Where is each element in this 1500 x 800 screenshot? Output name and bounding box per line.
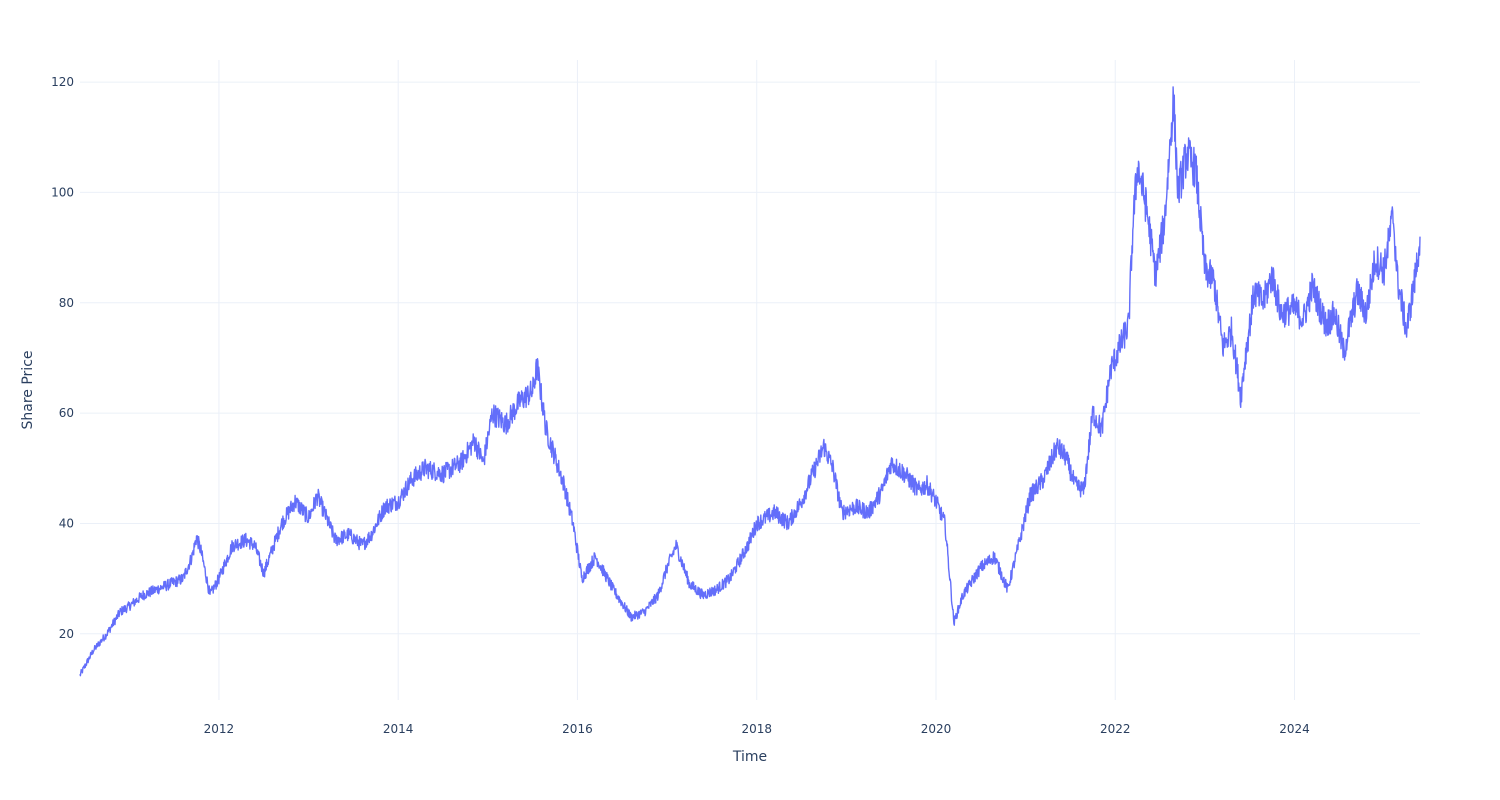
series-layer (79, 86, 1421, 677)
y-tick-label: 40 (59, 516, 74, 530)
x-tick-label: 2022 (1100, 722, 1131, 736)
y-tick-label: 20 (59, 627, 74, 641)
x-axis-title: Time (732, 749, 767, 765)
plot-background (80, 60, 1420, 700)
y-tick-label: 120 (51, 75, 74, 89)
x-tick-label: 2020 (921, 722, 952, 736)
share-price-line (79, 86, 1421, 677)
y-axis-ticks: 20 40 60 80 100 120 (51, 75, 74, 641)
y-tick-label: 80 (59, 296, 74, 310)
y-gridlines (80, 81, 1420, 635)
x-tick-label: 2018 (741, 722, 772, 736)
x-tick-label: 2016 (562, 722, 593, 736)
x-tick-label: 2012 (204, 722, 235, 736)
y-tick-label: 60 (59, 406, 74, 420)
x-tick-label: 2024 (1279, 722, 1310, 736)
y-axis-title: Share Price (20, 350, 36, 429)
x-axis-ticks: 2012 2014 2016 2018 2020 2022 2024 (204, 722, 1310, 736)
x-tick-label: 2014 (383, 722, 414, 736)
x-gridlines (218, 60, 1296, 700)
y-tick-label: 100 (51, 185, 74, 199)
